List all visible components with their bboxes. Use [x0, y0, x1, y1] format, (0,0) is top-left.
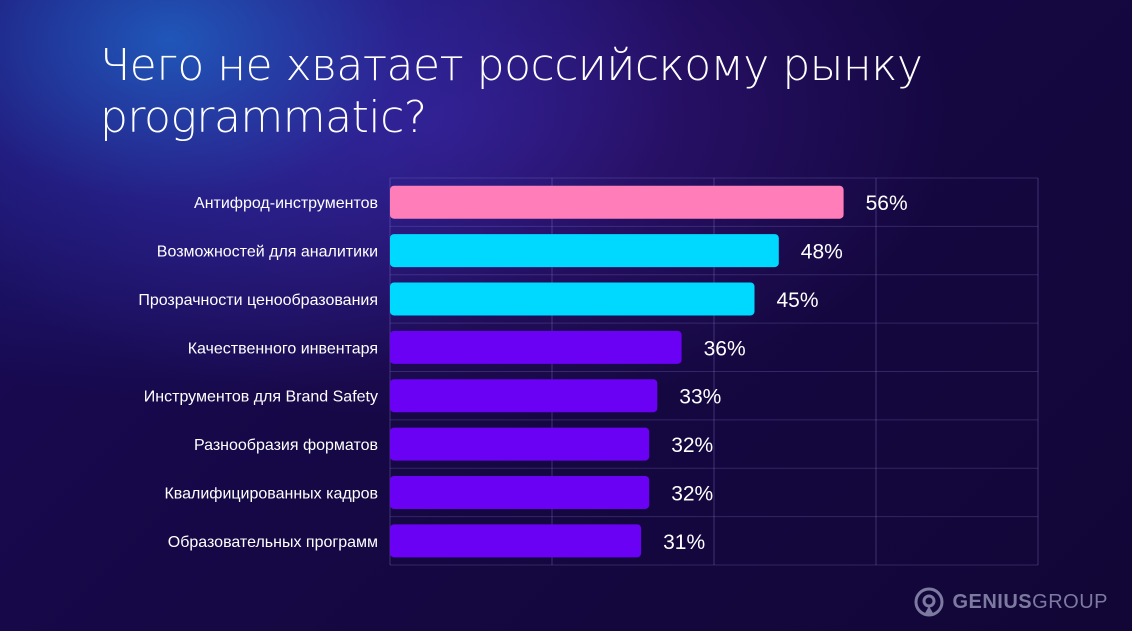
category-label: Квалифицированных кадров	[164, 485, 378, 502]
grid-lines	[389, 177, 1039, 566]
bar	[390, 185, 844, 219]
bar	[390, 330, 682, 364]
category-label: Образовательных программ	[168, 534, 378, 551]
category-label: Возможностей для аналитики	[157, 244, 378, 261]
genius-group-logo: GENIUSGROUP	[914, 587, 1108, 617]
bar	[390, 282, 755, 316]
value-label: 31%	[663, 531, 705, 554]
genius-group-logo-text: GENIUSGROUP	[952, 590, 1108, 613]
value-label: 32%	[671, 482, 713, 505]
value-label: 56%	[866, 192, 908, 215]
bar	[390, 379, 658, 413]
chart-title: Чего не хватает российскому рынку progra…	[100, 40, 923, 143]
value-label: 32%	[671, 434, 713, 457]
bar	[390, 234, 779, 268]
value-label: 36%	[704, 337, 746, 360]
category-label: Антифрод-инструментов	[194, 195, 378, 212]
category-label: Качественного инвентаря	[188, 340, 378, 357]
bar	[390, 524, 642, 558]
value-label: 48%	[801, 241, 843, 264]
bars: Антифрод-инструментов 56% Возможностей для…	[138, 185, 908, 558]
bar	[390, 427, 650, 461]
category-label: Прозрачности ценообразования	[138, 292, 378, 309]
genius-group-logo-icon	[914, 587, 944, 617]
category-label: Разнообразия форматов	[194, 437, 378, 454]
value-label: 45%	[777, 289, 819, 312]
value-label: 33%	[679, 386, 721, 409]
bar	[390, 475, 650, 509]
category-label: Инструментов для Brand Safety	[144, 389, 378, 406]
